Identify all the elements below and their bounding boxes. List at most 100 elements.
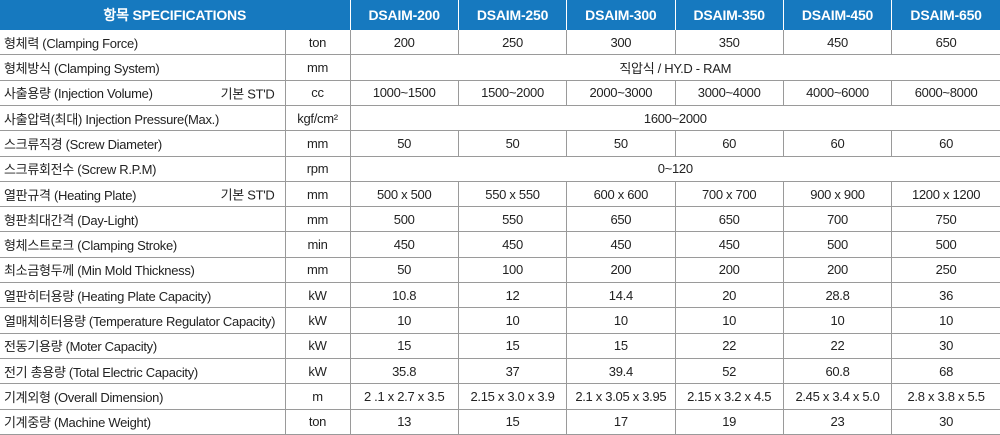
spec-value: 200 bbox=[675, 257, 784, 284]
spec-value: 50 bbox=[566, 130, 676, 157]
spec-value: 13 bbox=[350, 409, 459, 435]
spec-value: 350 bbox=[675, 30, 784, 56]
spec-value: 200 bbox=[566, 257, 676, 284]
spec-name: 전동기용량 (Moter Capacity) bbox=[4, 339, 157, 355]
model-header: DSAIM-250 bbox=[458, 0, 568, 30]
spec-value: 250 bbox=[891, 257, 1000, 284]
spec-value: 500 bbox=[891, 231, 1000, 258]
spec-value: 22 bbox=[783, 333, 893, 360]
spec-name-cell: 스크류회전수 (Screw R.P.M) bbox=[0, 156, 286, 182]
spec-unit: kW bbox=[285, 358, 351, 385]
table-row: 전기 총용량 (Total Electric Capacity) kW 35.8 37… bbox=[0, 358, 1000, 385]
spec-value: 15 bbox=[566, 333, 676, 360]
spec-name-cell: 스크류직경 (Screw Diameter) bbox=[0, 130, 286, 157]
spec-name: 열판히터용량 (Heating Plate Capacity) bbox=[4, 288, 211, 304]
spec-value: 700 x 700 bbox=[675, 181, 784, 208]
spec-value: 2.15 x 3.0 x 3.9 bbox=[458, 383, 568, 410]
spec-unit: kgf/cm² bbox=[285, 105, 351, 132]
spec-unit: cc bbox=[285, 80, 351, 106]
spec-value: 15 bbox=[350, 333, 459, 360]
spec-value: 36 bbox=[891, 282, 1000, 309]
spec-value: 52 bbox=[675, 358, 784, 385]
spec-name-cell: 사출압력(최대) Injection Pressure(Max.) bbox=[0, 105, 286, 132]
table-row: 스크류회전수 (Screw R.P.M) rpm 0~120 bbox=[0, 156, 1000, 182]
spec-value: 2.45 x 3.4 x 5.0 bbox=[783, 383, 893, 410]
spec-value: 68 bbox=[891, 358, 1000, 385]
table-row: 열매체히터용량 (Temperature Regulator Capacity)… bbox=[0, 307, 1000, 334]
table-row: 열판히터용량 (Heating Plate Capacity) kW 10.8 12 1… bbox=[0, 282, 1000, 309]
spec-unit: mm bbox=[285, 257, 351, 284]
spec-value: 10 bbox=[675, 307, 784, 334]
spec-name-cell: 열판규격 (Heating Plate) 기본 ST'D bbox=[0, 181, 286, 208]
spec-value: 100 bbox=[458, 257, 568, 284]
spec-value: 200 bbox=[350, 30, 459, 56]
spec-unit: mm bbox=[285, 181, 351, 208]
spec-value: 300 bbox=[566, 30, 676, 56]
spec-value: 14.4 bbox=[566, 282, 676, 309]
spec-name-cell: 사출용량 (Injection Volume) 기본 ST'D bbox=[0, 80, 286, 106]
spec-unit: kW bbox=[285, 333, 351, 360]
spec-name: 형체방식 (Clamping System) bbox=[4, 60, 160, 76]
table-row: 열판규격 (Heating Plate) 기본 ST'D mm 500 x 500 55… bbox=[0, 181, 1000, 208]
spec-value: 20 bbox=[675, 282, 784, 309]
spec-name: 형체력 (Clamping Force) bbox=[4, 35, 138, 51]
spec-unit: ton bbox=[285, 409, 351, 435]
table-row: 사출용량 (Injection Volume) 기본 ST'D cc 1000~150… bbox=[0, 80, 1000, 106]
spec-name-cell: 최소금형두께 (Min Mold Thickness) bbox=[0, 257, 286, 284]
table-row: 형체방식 (Clamping System) mm 직압식 / HY.D - RAM bbox=[0, 54, 1000, 81]
spec-value: 500 x 500 bbox=[350, 181, 459, 208]
spec-unit: kW bbox=[285, 307, 351, 334]
spec-name-cell: 기계중량 (Machine Weight) bbox=[0, 409, 286, 435]
table-row: 전동기용량 (Moter Capacity) kW 15 15 15 22 22 30 bbox=[0, 333, 1000, 360]
spec-value: 1500~2000 bbox=[458, 80, 568, 106]
spec-value: 500 bbox=[783, 231, 893, 258]
table-row: 최소금형두께 (Min Mold Thickness) mm 50 100 200 200… bbox=[0, 257, 1000, 284]
spec-value: 750 bbox=[891, 206, 1000, 233]
spec-value: 22 bbox=[675, 333, 784, 360]
table-row: 형체스트로크 (Clamping Stroke) min 450 450 450 450 5… bbox=[0, 231, 1000, 258]
model-header: DSAIM-650 bbox=[891, 0, 1000, 30]
spec-unit: mm bbox=[285, 130, 351, 157]
spec-value: 50 bbox=[350, 130, 459, 157]
spec-value: 50 bbox=[458, 130, 568, 157]
spec-value: 60.8 bbox=[783, 358, 893, 385]
spec-value: 550 bbox=[458, 206, 568, 233]
spec-value: 650 bbox=[566, 206, 676, 233]
model-header: DSAIM-200 bbox=[350, 0, 459, 30]
table-row: 기계중량 (Machine Weight) ton 13 15 17 19 23 30 bbox=[0, 409, 1000, 435]
spec-value: 200 bbox=[783, 257, 893, 284]
spec-note: 기본 ST'D bbox=[220, 86, 275, 102]
spec-value: 15 bbox=[458, 333, 568, 360]
spec-value: 250 bbox=[458, 30, 568, 56]
spec-name: 열매체히터용량 (Temperature Regulator Capacity) bbox=[4, 314, 276, 330]
spec-name-cell: 형체력 (Clamping Force) bbox=[0, 30, 286, 56]
spec-value: 450 bbox=[566, 231, 676, 258]
spec-value: 28.8 bbox=[783, 282, 893, 309]
spec-unit: mm bbox=[285, 206, 351, 233]
spec-value: 1000~1500 bbox=[350, 80, 459, 106]
spec-value: 4000~6000 bbox=[783, 80, 893, 106]
spec-name: 열판규격 (Heating Plate) bbox=[4, 187, 137, 203]
spec-name-cell: 열판히터용량 (Heating Plate Capacity) bbox=[0, 282, 286, 309]
model-header: DSAIM-300 bbox=[566, 0, 676, 30]
spec-name: 기계중량 (Machine Weight) bbox=[4, 415, 151, 431]
spec-value: 550 x 550 bbox=[458, 181, 568, 208]
spec-value: 10 bbox=[566, 307, 676, 334]
spec-value: 50 bbox=[350, 257, 459, 284]
spec-value: 15 bbox=[458, 409, 568, 435]
spec-value: 23 bbox=[783, 409, 893, 435]
spec-name: 기계외형 (Overall Dimension) bbox=[4, 390, 164, 406]
spec-unit: m bbox=[285, 383, 351, 410]
spec-value: 500 bbox=[350, 206, 459, 233]
spec-name: 최소금형두께 (Min Mold Thickness) bbox=[4, 263, 195, 279]
spec-name: 형판최대간격 (Day-Light) bbox=[4, 212, 139, 228]
spec-value: 60 bbox=[783, 130, 893, 157]
spec-value: 6000~8000 bbox=[891, 80, 1000, 106]
spec-value: 1200 x 1200 bbox=[891, 181, 1000, 208]
spec-name: 스크류회전수 (Screw R.P.M) bbox=[4, 162, 157, 178]
spec-value: 39.4 bbox=[566, 358, 676, 385]
spec-unit: ton bbox=[285, 30, 351, 56]
spec-name: 전기 총용량 (Total Electric Capacity) bbox=[4, 364, 198, 380]
header-row: 항목 SPECIFICATIONS DSAIM-200 DSAIM-250 DS… bbox=[0, 0, 1000, 30]
